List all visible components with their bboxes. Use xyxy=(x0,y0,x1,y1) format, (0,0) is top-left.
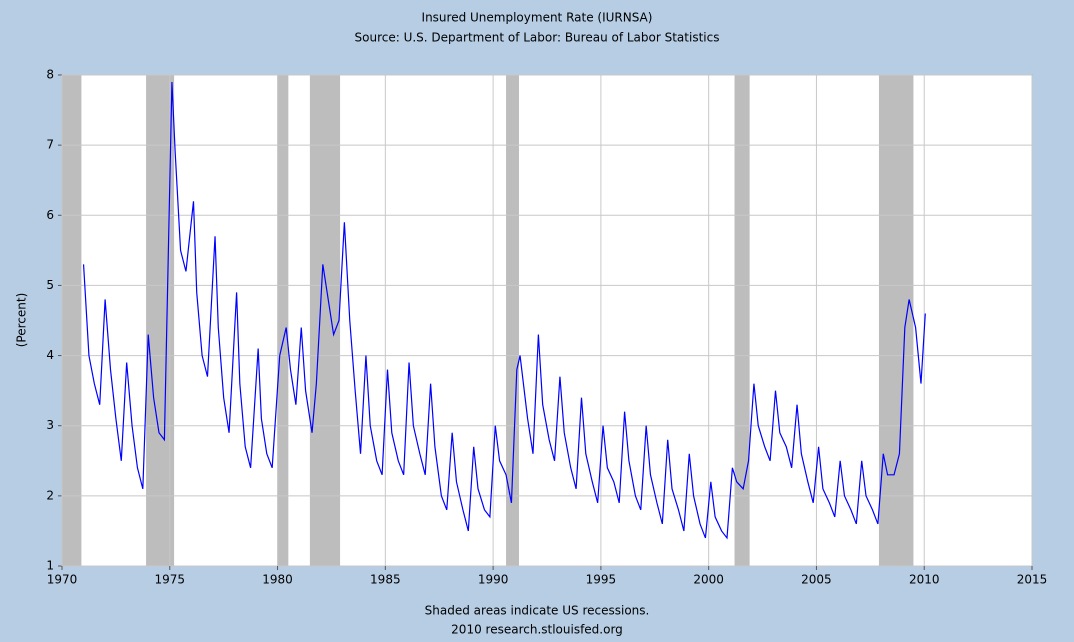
recession-band xyxy=(277,75,289,566)
y-tick-label: 1 xyxy=(46,559,54,573)
recession-band xyxy=(506,75,519,566)
recession-band xyxy=(734,75,750,566)
y-tick-label: 5 xyxy=(46,278,54,292)
recessions xyxy=(62,75,914,566)
y-axis-label: (Percent) xyxy=(15,293,29,348)
note: Shaded areas indicate US recessions. xyxy=(425,604,650,618)
recession-band xyxy=(309,75,341,566)
y-tick-label: 4 xyxy=(46,348,54,362)
x-tick-label: 1985 xyxy=(370,573,401,587)
y-tick-label: 2 xyxy=(46,488,54,502)
x-tick-label: 1980 xyxy=(262,573,293,587)
recession-band xyxy=(878,75,914,566)
data-line xyxy=(82,81,926,540)
x-tick-label: 2010 xyxy=(909,573,940,587)
x-tick-label: 1975 xyxy=(155,573,186,587)
chart-subtitle: Source: U.S. Department of Labor: Bureau… xyxy=(355,31,720,45)
x-tick-label: 1995 xyxy=(586,573,617,587)
plot-area xyxy=(61,74,1033,567)
y-tick-label: 8 xyxy=(46,68,54,82)
y-tick-label: 6 xyxy=(46,208,54,222)
labels: 1 2 3 4 5 6 7 8 1970 1975 1980 1985 1990 1995 2000 2005… xyxy=(46,68,1047,587)
series xyxy=(82,81,926,540)
y-tick-label: 3 xyxy=(46,418,54,432)
source: 2010 research.stlouisfed.org xyxy=(451,623,623,637)
recession-band xyxy=(62,75,82,566)
chart-title: Insured Unemployment Rate (IURNSA) xyxy=(422,11,653,25)
x-tick-label: 2015 xyxy=(1017,573,1048,587)
x-tick-label: 2000 xyxy=(693,573,724,587)
x-tick-label: 1970 xyxy=(47,573,78,587)
y-tick-label: 7 xyxy=(46,138,54,152)
x-tick-label: 1990 xyxy=(478,573,509,587)
x-tick-label: 2005 xyxy=(801,573,832,587)
